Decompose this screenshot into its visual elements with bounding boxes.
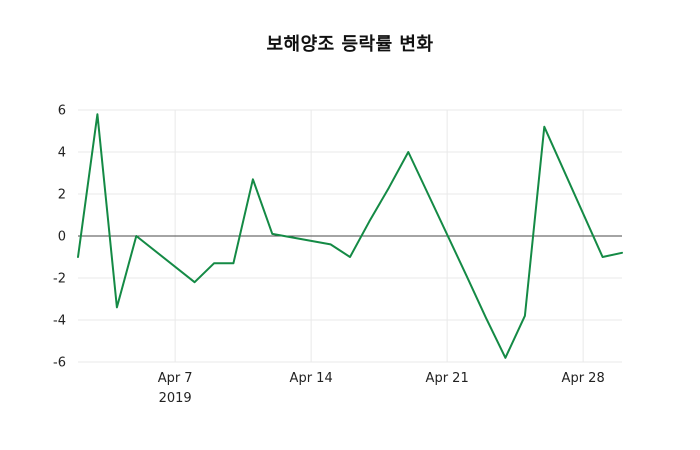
x-axis-tick-label: Apr 7 [158,371,193,386]
y-axis-tick-label: -4 [53,314,66,329]
y-axis-tick-label: -6 [53,356,66,371]
y-axis-tick-label: 6 [58,104,66,119]
x-axis-tick-label: Apr 14 [290,371,333,386]
x-axis-tick-label: Apr 21 [426,371,469,386]
y-axis-tick-label: 0 [58,230,66,245]
chart-title: 보해양조 등락률 변화 [266,34,434,55]
y-axis-tick-label: -2 [53,272,66,287]
x-axis-tick-label: Apr 28 [562,371,605,386]
y-axis-tick-label: 2 [58,188,66,203]
data-line-series [77,113,623,359]
y-axis-tick-label: 4 [58,146,66,161]
x-axis-year-label: 2019 [159,391,192,406]
